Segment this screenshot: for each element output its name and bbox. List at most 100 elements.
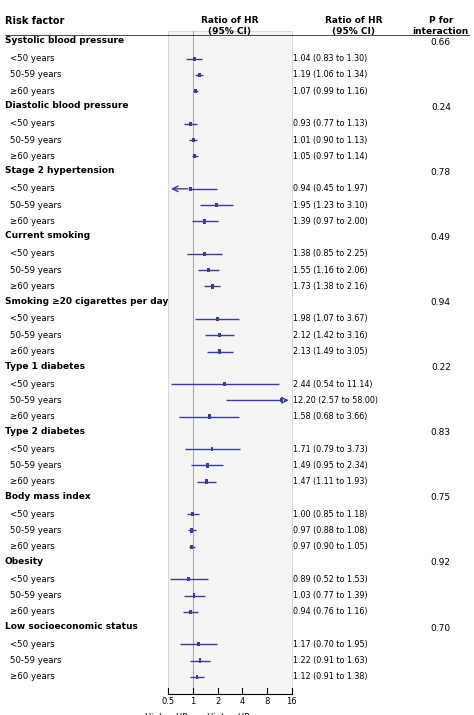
Text: 50-59 years: 50-59 years bbox=[10, 201, 62, 209]
Text: Risk factor: Risk factor bbox=[5, 16, 64, 26]
Text: 0.66: 0.66 bbox=[431, 38, 451, 47]
Bar bbox=[223, 382, 226, 386]
Text: 50-59 years: 50-59 years bbox=[10, 396, 62, 405]
Text: Stage 2 hypertension: Stage 2 hypertension bbox=[5, 167, 114, 175]
Text: 1.71 (0.79 to 3.73): 1.71 (0.79 to 3.73) bbox=[293, 445, 368, 453]
Bar bbox=[210, 447, 213, 451]
Bar bbox=[189, 187, 192, 191]
Text: <50 years: <50 years bbox=[10, 510, 55, 518]
Bar bbox=[191, 512, 194, 516]
Text: 1.39 (0.97 to 2.00): 1.39 (0.97 to 2.00) bbox=[293, 217, 368, 226]
Bar bbox=[208, 415, 210, 419]
Text: ≥60 years: ≥60 years bbox=[10, 87, 55, 96]
Text: 1.07 (0.99 to 1.16): 1.07 (0.99 to 1.16) bbox=[293, 87, 367, 96]
Bar bbox=[196, 675, 199, 679]
Text: 2.44 (0.54 to 11.14): 2.44 (0.54 to 11.14) bbox=[293, 380, 373, 388]
Text: 1.38 (0.85 to 2.25): 1.38 (0.85 to 2.25) bbox=[293, 250, 368, 258]
Bar bbox=[193, 56, 196, 61]
Bar bbox=[189, 122, 192, 126]
Text: 0.94 (0.45 to 1.97): 0.94 (0.45 to 1.97) bbox=[293, 184, 368, 193]
FancyBboxPatch shape bbox=[168, 31, 292, 694]
Text: <50 years: <50 years bbox=[10, 119, 55, 128]
Bar bbox=[281, 398, 283, 403]
Text: Systolic blood pressure: Systolic blood pressure bbox=[5, 36, 124, 45]
Bar bbox=[207, 268, 210, 272]
Text: 50-59 years: 50-59 years bbox=[10, 526, 62, 535]
Text: 0.97 (0.90 to 1.05): 0.97 (0.90 to 1.05) bbox=[293, 542, 368, 551]
Text: <50 years: <50 years bbox=[10, 380, 55, 388]
Text: 50-59 years: 50-59 years bbox=[10, 136, 62, 144]
Bar bbox=[219, 350, 221, 354]
Text: ≥60 years: ≥60 years bbox=[10, 282, 55, 291]
Text: <50 years: <50 years bbox=[10, 445, 55, 453]
Bar bbox=[211, 285, 214, 289]
Text: <50 years: <50 years bbox=[10, 54, 55, 63]
Text: 0.97 (0.88 to 1.08): 0.97 (0.88 to 1.08) bbox=[293, 526, 367, 535]
Text: Ratio of HR
(95% CI): Ratio of HR (95% CI) bbox=[201, 16, 259, 36]
Text: 0.94: 0.94 bbox=[431, 298, 451, 307]
Text: P for
interaction: P for interaction bbox=[413, 16, 469, 36]
Bar bbox=[191, 545, 193, 549]
Bar bbox=[193, 154, 196, 159]
Text: 1.58 (0.68 to 3.66): 1.58 (0.68 to 3.66) bbox=[293, 412, 367, 421]
Text: Body mass index: Body mass index bbox=[5, 492, 91, 500]
Text: 2.12 (1.42 to 3.16): 2.12 (1.42 to 3.16) bbox=[293, 331, 367, 340]
Bar bbox=[215, 203, 218, 207]
Text: 1.73 (1.38 to 2.16): 1.73 (1.38 to 2.16) bbox=[293, 282, 367, 291]
Text: ≥60 years: ≥60 years bbox=[10, 152, 55, 161]
Text: Type 1 diabetes: Type 1 diabetes bbox=[5, 362, 85, 370]
Text: 1.05 (0.97 to 1.14): 1.05 (0.97 to 1.14) bbox=[293, 152, 367, 161]
Text: 0.93 (0.77 to 1.13): 0.93 (0.77 to 1.13) bbox=[293, 119, 367, 128]
Bar bbox=[187, 577, 190, 581]
Bar bbox=[216, 317, 219, 321]
Text: 0.70: 0.70 bbox=[431, 623, 451, 633]
Text: 1.55 (1.16 to 2.06): 1.55 (1.16 to 2.06) bbox=[293, 266, 367, 275]
Text: 0.78: 0.78 bbox=[431, 168, 451, 177]
Text: Current smoking: Current smoking bbox=[5, 232, 90, 240]
Text: 2.13 (1.49 to 3.05): 2.13 (1.49 to 3.05) bbox=[293, 347, 367, 356]
Text: Higher HR
for men: Higher HR for men bbox=[146, 713, 188, 715]
Text: ≥60 years: ≥60 years bbox=[10, 607, 55, 616]
Text: 1.03 (0.77 to 1.39): 1.03 (0.77 to 1.39) bbox=[293, 591, 367, 600]
Text: 50-59 years: 50-59 years bbox=[10, 591, 62, 600]
Text: 50-59 years: 50-59 years bbox=[10, 71, 62, 79]
Text: 1.19 (1.06 to 1.34): 1.19 (1.06 to 1.34) bbox=[293, 71, 367, 79]
Text: 0.24: 0.24 bbox=[431, 103, 451, 112]
Text: 50-59 years: 50-59 years bbox=[10, 656, 62, 665]
Text: 1.04 (0.83 to 1.30): 1.04 (0.83 to 1.30) bbox=[293, 54, 367, 63]
Text: 1.01 (0.90 to 1.13): 1.01 (0.90 to 1.13) bbox=[293, 136, 367, 144]
Text: Low socioeconomic status: Low socioeconomic status bbox=[5, 622, 137, 631]
Bar bbox=[191, 528, 193, 533]
Text: ≥60 years: ≥60 years bbox=[10, 672, 55, 681]
Text: 0.22: 0.22 bbox=[431, 363, 451, 373]
Bar bbox=[203, 252, 206, 256]
Text: Higher HR
for women: Higher HR for women bbox=[206, 713, 251, 715]
Bar bbox=[205, 480, 208, 484]
Bar bbox=[203, 220, 206, 224]
Text: 50-59 years: 50-59 years bbox=[10, 331, 62, 340]
Text: Obesity: Obesity bbox=[5, 557, 44, 566]
Text: 0.5: 0.5 bbox=[162, 697, 175, 706]
Text: 1.49 (0.95 to 2.34): 1.49 (0.95 to 2.34) bbox=[293, 461, 368, 470]
Text: <50 years: <50 years bbox=[10, 184, 55, 193]
Text: 50-59 years: 50-59 years bbox=[10, 266, 62, 275]
Bar bbox=[197, 642, 200, 646]
Text: 0.94 (0.76 to 1.16): 0.94 (0.76 to 1.16) bbox=[293, 607, 367, 616]
Text: <50 years: <50 years bbox=[10, 640, 55, 649]
Text: ≥60 years: ≥60 years bbox=[10, 217, 55, 226]
Text: 1.00 (0.85 to 1.18): 1.00 (0.85 to 1.18) bbox=[293, 510, 367, 518]
Text: 4: 4 bbox=[239, 697, 245, 706]
Text: 2: 2 bbox=[215, 697, 220, 706]
Text: Diastolic blood pressure: Diastolic blood pressure bbox=[5, 102, 128, 110]
Text: 1.17 (0.70 to 1.95): 1.17 (0.70 to 1.95) bbox=[293, 640, 368, 649]
Text: 1.95 (1.23 to 3.10): 1.95 (1.23 to 3.10) bbox=[293, 201, 367, 209]
Text: 1: 1 bbox=[190, 697, 196, 706]
Text: <50 years: <50 years bbox=[10, 575, 55, 583]
Bar bbox=[194, 89, 197, 94]
Text: ≥60 years: ≥60 years bbox=[10, 542, 55, 551]
Text: ≥60 years: ≥60 years bbox=[10, 347, 55, 356]
Bar bbox=[192, 138, 195, 142]
Bar bbox=[192, 593, 195, 598]
Bar bbox=[189, 610, 192, 614]
Text: ≥60 years: ≥60 years bbox=[10, 477, 55, 486]
